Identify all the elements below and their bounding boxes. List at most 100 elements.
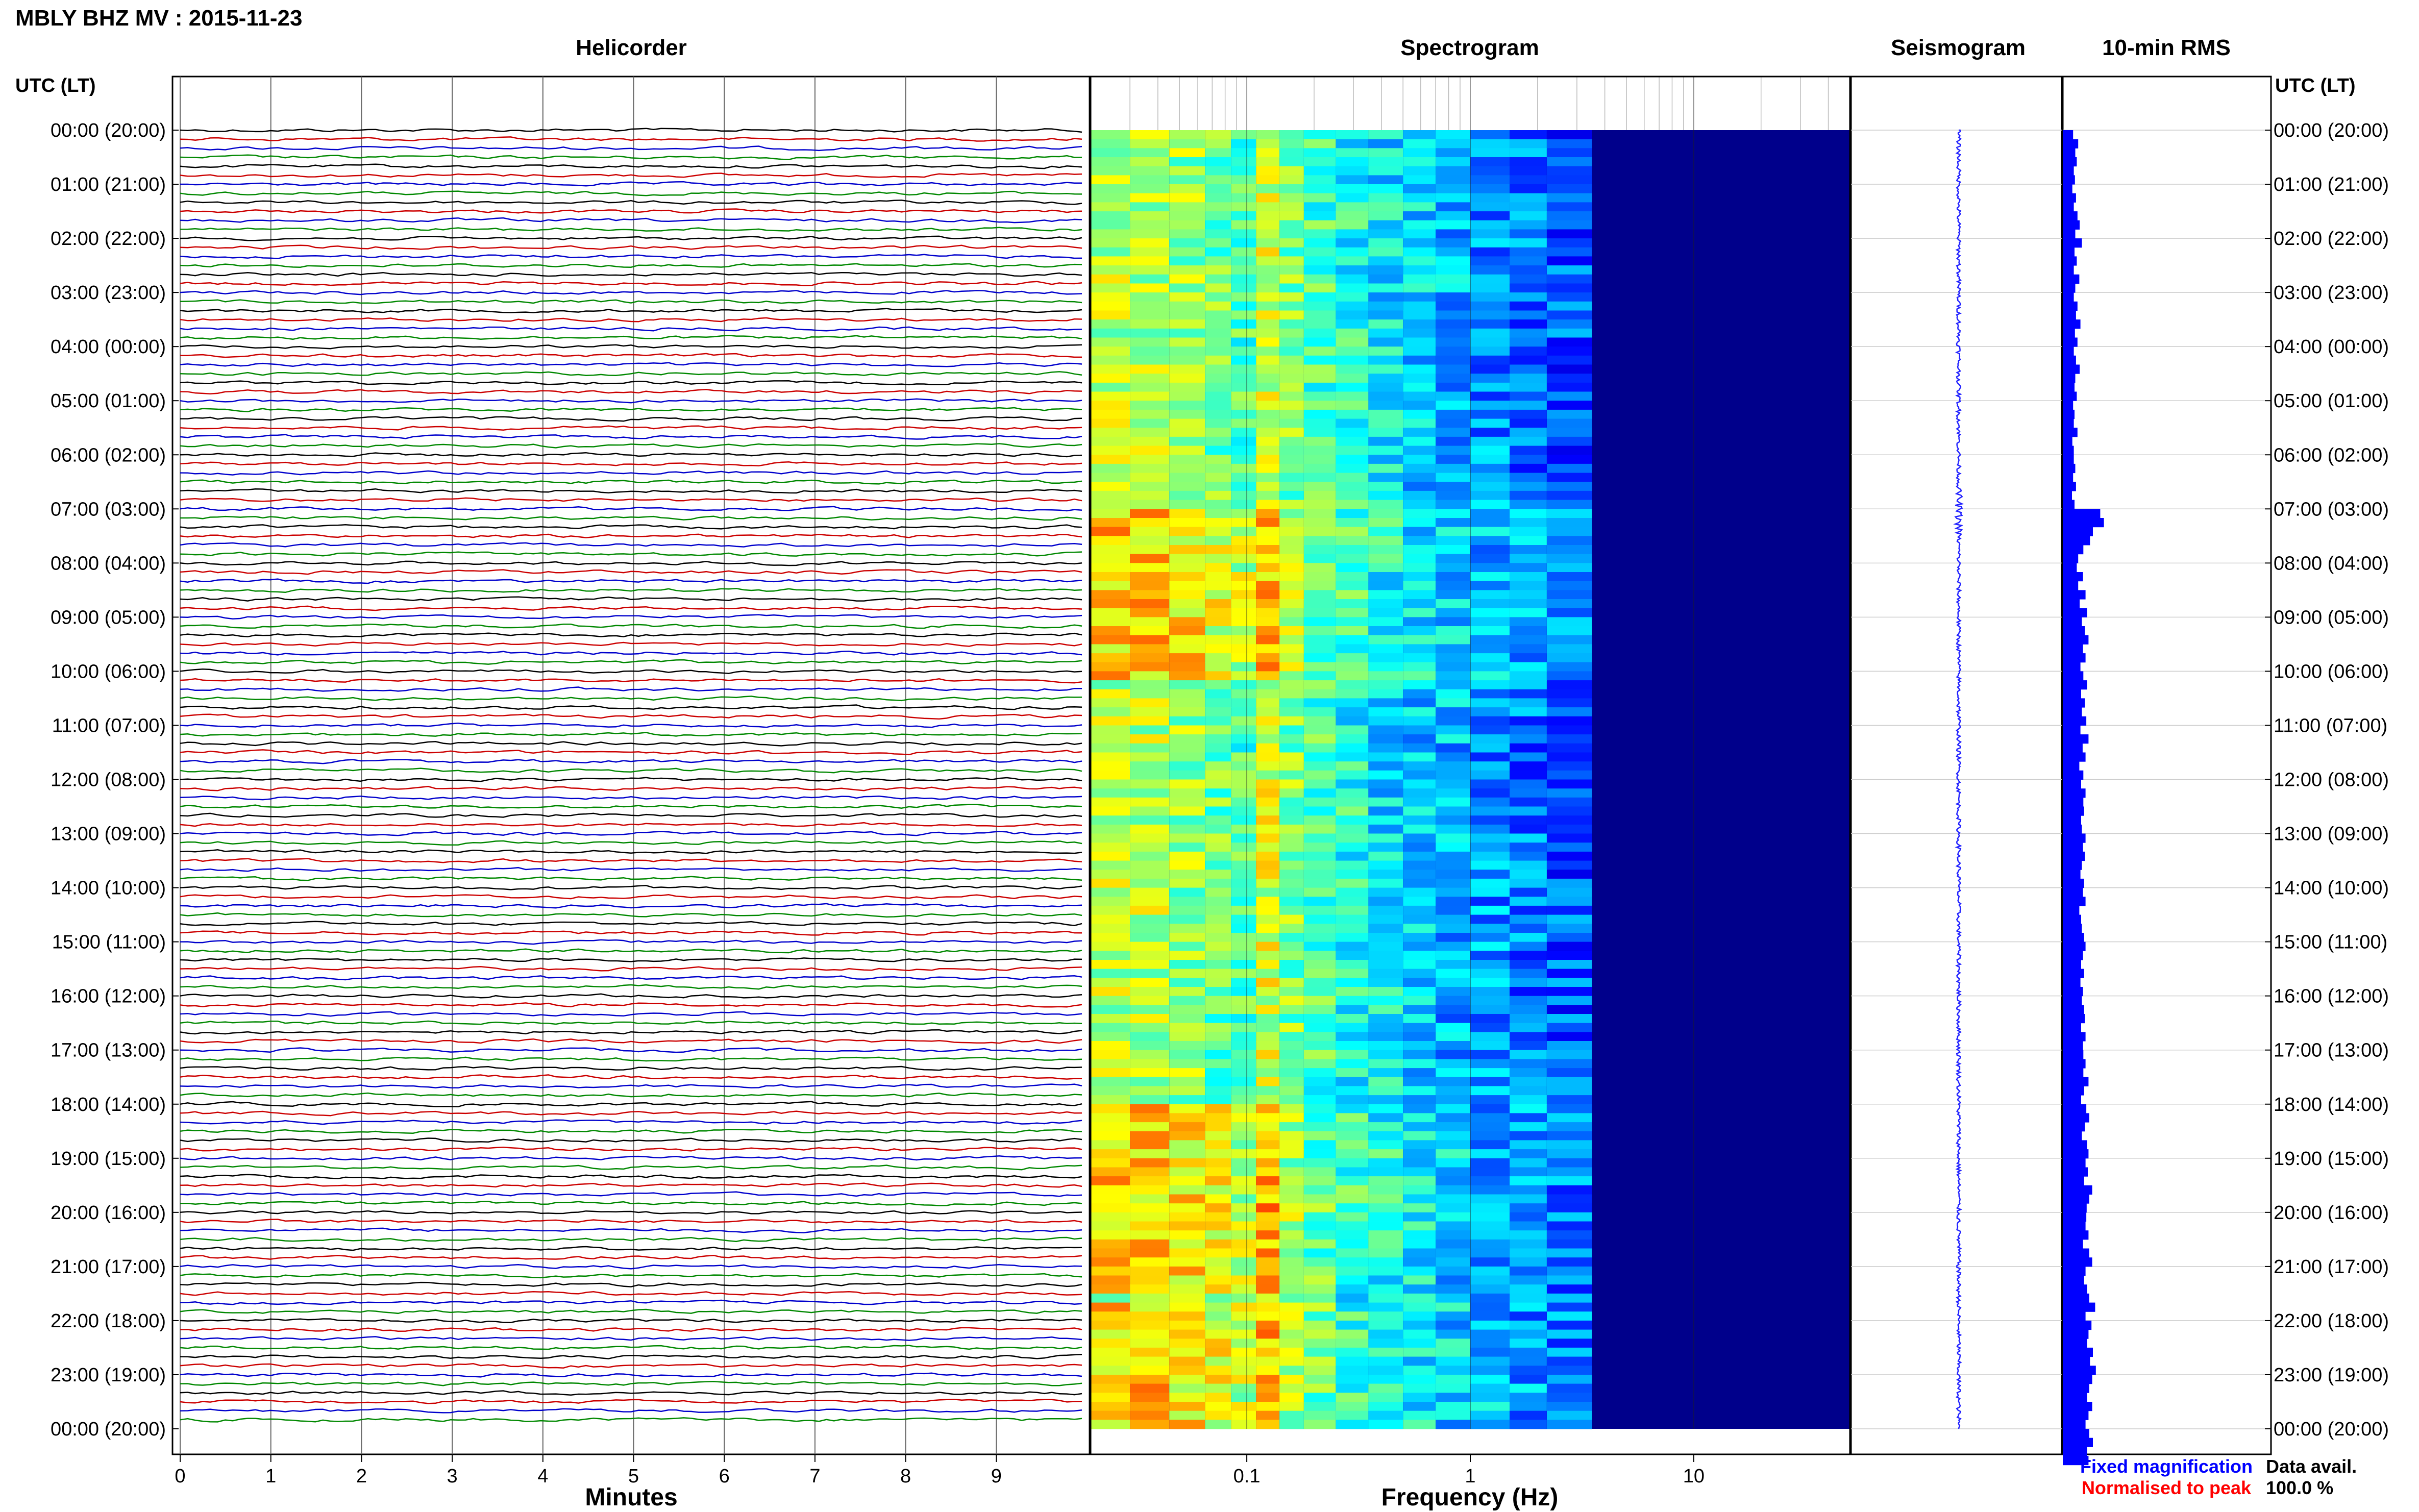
spectrogram-cell bbox=[1279, 788, 1304, 798]
spectrogram-cell bbox=[1279, 274, 1304, 284]
spectrogram-cell bbox=[1231, 860, 1256, 870]
helicorder-trace bbox=[180, 939, 1082, 945]
spectrogram-cell bbox=[1169, 1194, 1205, 1204]
spectrogram-cell bbox=[1547, 752, 1592, 762]
spectrogram-cell bbox=[1256, 1050, 1280, 1059]
spectrogram-cell bbox=[1547, 473, 1592, 482]
spectrogram-cell bbox=[1205, 689, 1231, 699]
spectrogram-cell bbox=[1205, 951, 1231, 960]
spectrogram-cell bbox=[1368, 238, 1403, 248]
spectrogram-cell bbox=[1436, 933, 1470, 943]
rms-bar bbox=[2063, 554, 2079, 563]
spectrogram-cell bbox=[1368, 1402, 1403, 1411]
spectrogram-cell bbox=[1436, 1122, 1470, 1132]
spectrogram-cell bbox=[1205, 1375, 1231, 1384]
spectrogram-cell bbox=[1436, 229, 1470, 239]
spectrogram-cell bbox=[1470, 1275, 1510, 1285]
spectrogram-cell bbox=[1336, 346, 1369, 356]
rms-bar bbox=[2063, 418, 2074, 428]
spectrogram-cell bbox=[1205, 590, 1231, 600]
helicorder-trace bbox=[180, 632, 1082, 638]
rms-bar bbox=[2063, 148, 2076, 158]
helicorder-trace bbox=[180, 858, 1082, 863]
spectrogram-cell bbox=[1130, 1339, 1170, 1348]
spectrogram-cell bbox=[1256, 1176, 1280, 1186]
time-label-right: 00:00 (20:00) bbox=[2274, 120, 2389, 141]
spectrogram-cell bbox=[1436, 572, 1470, 582]
spectrogram-cell bbox=[1279, 139, 1304, 148]
spectrogram-cell bbox=[1510, 473, 1547, 482]
spectrogram-cell bbox=[1279, 914, 1304, 924]
spectrogram-cell bbox=[1436, 536, 1470, 546]
spectrogram-cell bbox=[1510, 374, 1547, 383]
spectrogram-cell bbox=[1470, 265, 1510, 275]
helicorder-x-tick-label: 2 bbox=[356, 1466, 367, 1487]
rms-bar bbox=[2063, 428, 2078, 437]
spectrogram-cell bbox=[1256, 1203, 1280, 1213]
spectrogram-cell bbox=[1470, 256, 1510, 266]
helicorder-trace bbox=[180, 1308, 1082, 1315]
spectrogram-cell bbox=[1510, 1077, 1547, 1086]
spectrogram-cell bbox=[1231, 924, 1256, 933]
rms-bar bbox=[2063, 229, 2076, 239]
helicorder-trace bbox=[180, 1281, 1082, 1287]
time-label-left: 10:00 (06:00) bbox=[51, 661, 166, 682]
spectrogram-cell bbox=[1169, 1086, 1205, 1096]
spectrogram-cell bbox=[1368, 1383, 1403, 1393]
spectrogram-cell bbox=[1547, 382, 1592, 392]
spectrogram-cell bbox=[1403, 617, 1436, 627]
spectrogram-cell bbox=[1256, 310, 1280, 320]
spectrogram-cell bbox=[1169, 1410, 1205, 1420]
spectrogram-cell bbox=[1256, 274, 1280, 284]
rms-bar bbox=[2063, 1266, 2086, 1276]
spectrogram-cell bbox=[1091, 779, 1130, 789]
spectrogram-cell bbox=[1091, 644, 1130, 654]
spectrogram-cell bbox=[1256, 1339, 1280, 1348]
spectrogram-cell bbox=[1279, 924, 1304, 933]
spectrogram-cell bbox=[1169, 1275, 1205, 1285]
spectrogram-cell bbox=[1368, 202, 1403, 212]
rms-bar bbox=[2063, 536, 2090, 546]
spectrogram-cell bbox=[1547, 905, 1592, 915]
spectrogram-cell bbox=[1205, 1050, 1231, 1059]
spectrogram-cell bbox=[1368, 418, 1403, 428]
spectrogram-cell bbox=[1510, 1158, 1547, 1168]
spectrogram-cell bbox=[1091, 1131, 1130, 1141]
spectrogram-cell bbox=[1470, 1393, 1510, 1402]
spectrogram-cell bbox=[1130, 842, 1170, 852]
spectrogram-cell bbox=[1436, 1302, 1470, 1312]
spectrogram-cell bbox=[1091, 1248, 1130, 1258]
spectrogram-cell bbox=[1368, 1320, 1403, 1330]
spectrogram-cell bbox=[1336, 851, 1369, 861]
rms-bar bbox=[2063, 1375, 2092, 1384]
spectrogram-cell bbox=[1470, 139, 1510, 148]
spectrogram-cell bbox=[1510, 662, 1547, 672]
spectrogram-cell bbox=[1436, 797, 1470, 807]
spectrogram-cell bbox=[1130, 1041, 1170, 1051]
spectrogram-cell bbox=[1205, 897, 1231, 906]
spectrogram-cell bbox=[1130, 157, 1170, 167]
spectrogram-cell bbox=[1547, 617, 1592, 627]
spectrogram-cell bbox=[1303, 139, 1336, 148]
spectrogram-cell bbox=[1231, 1032, 1256, 1042]
spectrogram-cell bbox=[1510, 184, 1547, 194]
spectrogram-cell bbox=[1470, 924, 1510, 933]
spectrogram-cell bbox=[1130, 238, 1170, 248]
spectrogram-cell bbox=[1169, 851, 1205, 861]
spectrogram-cell bbox=[1256, 689, 1280, 699]
helicorder-trace bbox=[180, 1164, 1082, 1171]
spectrogram-cell bbox=[1470, 590, 1510, 600]
spectrogram-cell bbox=[1169, 941, 1205, 951]
spectrogram-cell bbox=[1547, 527, 1592, 536]
rms-bar bbox=[2063, 184, 2072, 194]
spectrogram-cell bbox=[1205, 878, 1231, 888]
spectrogram-cell bbox=[1303, 509, 1336, 518]
spectrogram-cell bbox=[1436, 987, 1470, 997]
spectrogram-cell bbox=[1256, 1068, 1280, 1078]
spectrogram-cell bbox=[1403, 897, 1436, 906]
spectrogram-cell bbox=[1303, 1176, 1336, 1186]
spectrogram-cell bbox=[1470, 500, 1510, 509]
spectrogram-cell bbox=[1547, 436, 1592, 447]
spectrogram-cell bbox=[1169, 1176, 1205, 1186]
spectrogram-cell bbox=[1303, 1257, 1336, 1267]
